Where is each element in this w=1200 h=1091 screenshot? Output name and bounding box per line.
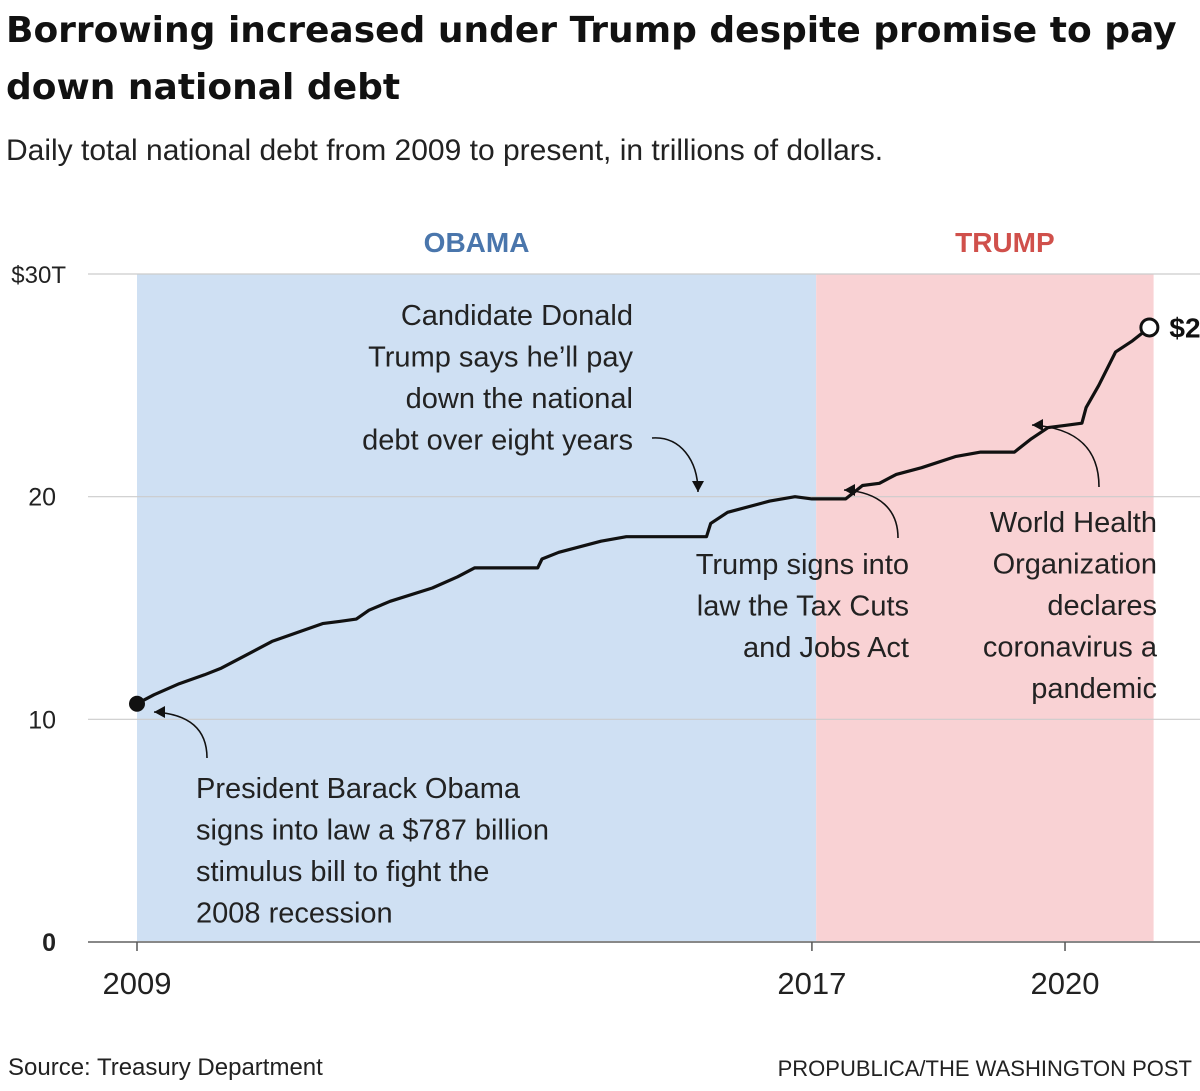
arrow-head bbox=[1032, 419, 1043, 431]
debt-series-line bbox=[136, 326, 1151, 706]
arrow-head bbox=[692, 481, 704, 492]
period-label-obama: OBAMA bbox=[424, 227, 530, 258]
annotation-2: Candidate Donald Trump says he’ll pay down… bbox=[362, 300, 633, 457]
x-tick-label: 2017 bbox=[777, 966, 846, 1001]
annotation-text-line: coronavirus a bbox=[983, 632, 1158, 664]
annotation-1: President Barack Obama signs into law a $… bbox=[196, 773, 549, 930]
period-label-trump: TRUMP bbox=[955, 227, 1055, 258]
annotation-text-line: Candidate Donald bbox=[401, 300, 633, 332]
annotation-text-line: Trump says he’ll pay bbox=[368, 342, 633, 374]
annotation-text-line: pandemic bbox=[1031, 673, 1157, 705]
annotation-text-line: law the Tax Cuts bbox=[697, 591, 909, 623]
y-tick-label: 10 bbox=[28, 706, 56, 734]
annotation-text-line: World Health bbox=[990, 507, 1157, 539]
end-value-label: $28T bbox=[1169, 312, 1200, 343]
arrow-head bbox=[844, 484, 855, 496]
y-tick-label: 0 bbox=[42, 929, 56, 957]
annotation-text-line: stimulus bill to fight the bbox=[196, 856, 489, 888]
source-note: Source: Treasury Department bbox=[8, 1054, 323, 1081]
arrow-head bbox=[154, 706, 165, 718]
annotation-text-line: declares bbox=[1047, 590, 1157, 622]
y-tick-label: 20 bbox=[28, 484, 56, 512]
annotation-text-line: debt over eight years bbox=[362, 425, 633, 457]
credit-line: PROPUBLICA/THE WASHINGTON POST bbox=[777, 1056, 1192, 1081]
annotation-3: Trump signs into law the Tax Cuts and Jobs… bbox=[696, 549, 909, 664]
annotation-text-line: and Jobs Act bbox=[743, 632, 909, 664]
annotation-text-line: Organization bbox=[993, 549, 1157, 581]
annotation-arrow bbox=[1031, 424, 1100, 488]
x-tick-label: 2020 bbox=[1031, 966, 1100, 1001]
period-band-obama bbox=[137, 274, 817, 942]
end-point-marker bbox=[1139, 317, 1160, 338]
annotation-text-line: down the national bbox=[406, 383, 633, 415]
chart-title: Borrowing increased under Trump despite … bbox=[6, 10, 1177, 108]
y-tick-label: $30T bbox=[11, 262, 66, 289]
annotation-text-line: 2008 recession bbox=[196, 898, 393, 930]
start-point-marker bbox=[129, 695, 145, 712]
annotation-4: World Health Organization declares coronavi… bbox=[983, 507, 1158, 705]
annotation-text-line: President Barack Obama bbox=[196, 773, 521, 805]
chart-subtitle: Daily total national debt from 2009 to p… bbox=[6, 134, 884, 167]
annotation-text-line: Trump signs into bbox=[696, 549, 909, 581]
x-tick-label: 2009 bbox=[103, 966, 172, 1001]
annotation-text-line: signs into law a $787 billion bbox=[196, 815, 549, 847]
debt-line-chart: 0 10 20 $30T 2009 2017 2020 OBAMA TRUMP $28T P… bbox=[11, 227, 1200, 1001]
